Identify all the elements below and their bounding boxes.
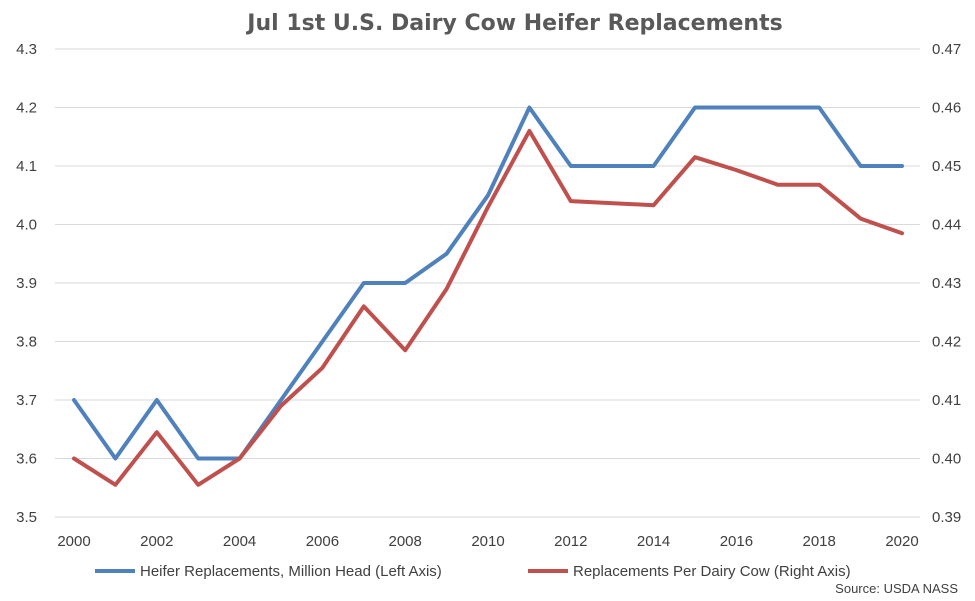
right-tick-label: 0.45 — [932, 158, 961, 175]
right-tick-label: 0.46 — [932, 100, 961, 117]
left-tick-label: 4.0 — [16, 217, 37, 234]
legend-label-per-cow: Replacements Per Dairy Cow (Right Axis) — [573, 563, 851, 580]
left-axis-ticks: 3.5 3.6 3.7 3.8 3.9 4.0 4.1 4.2 4.3 — [16, 41, 37, 526]
x-tick-label: 2008 — [389, 533, 422, 550]
legend-label-heifer: Heifer Replacements, Million Head (Left … — [140, 563, 442, 580]
x-axis-ticks: 2000 2002 2004 2006 2008 2010 2012 2014 2016 2018… — [57, 533, 918, 550]
right-tick-label: 0.47 — [932, 41, 961, 58]
x-tick-label: 2016 — [720, 533, 753, 550]
left-tick-label: 3.9 — [16, 275, 37, 292]
source-note: Source: USDA NASS — [835, 581, 958, 596]
right-tick-label: 0.42 — [932, 334, 961, 351]
gridlines — [55, 48, 920, 518]
left-tick-label: 4.2 — [16, 100, 37, 117]
x-tick-label: 2018 — [803, 533, 836, 550]
left-tick-label: 3.8 — [16, 334, 37, 351]
x-tick-label: 2012 — [554, 533, 587, 550]
right-tick-label: 0.41 — [932, 392, 961, 409]
series-lines — [72, 105, 904, 487]
left-tick-label: 4.1 — [16, 158, 37, 175]
x-tick-label: 2000 — [57, 533, 90, 550]
right-axis-ticks: 0.39 0.40 0.41 0.42 0.43 0.44 0.45 0.46 0.47 — [932, 41, 961, 526]
series-line-heifer-replacements — [72, 105, 904, 461]
legend: Heifer Replacements, Million Head (Left … — [95, 563, 851, 580]
right-tick-label: 0.40 — [932, 451, 961, 468]
right-tick-label: 0.43 — [932, 275, 961, 292]
x-tick-label: 2004 — [223, 533, 256, 550]
right-tick-label: 0.39 — [932, 509, 961, 526]
left-tick-label: 3.6 — [16, 451, 37, 468]
x-tick-label: 2006 — [306, 533, 339, 550]
left-tick-label: 4.3 — [16, 41, 37, 58]
left-tick-label: 3.5 — [16, 509, 37, 526]
left-tick-label: 3.7 — [16, 392, 37, 409]
x-tick-label: 2002 — [140, 533, 173, 550]
chart-title: Jul 1st U.S. Dairy Cow Heifer Replacemen… — [245, 11, 782, 36]
x-tick-label: 2020 — [885, 533, 918, 550]
series-line-per-dairy-cow — [72, 128, 904, 487]
right-tick-label: 0.44 — [932, 217, 961, 234]
x-tick-label: 2014 — [637, 533, 670, 550]
x-tick-label: 2010 — [471, 533, 504, 550]
